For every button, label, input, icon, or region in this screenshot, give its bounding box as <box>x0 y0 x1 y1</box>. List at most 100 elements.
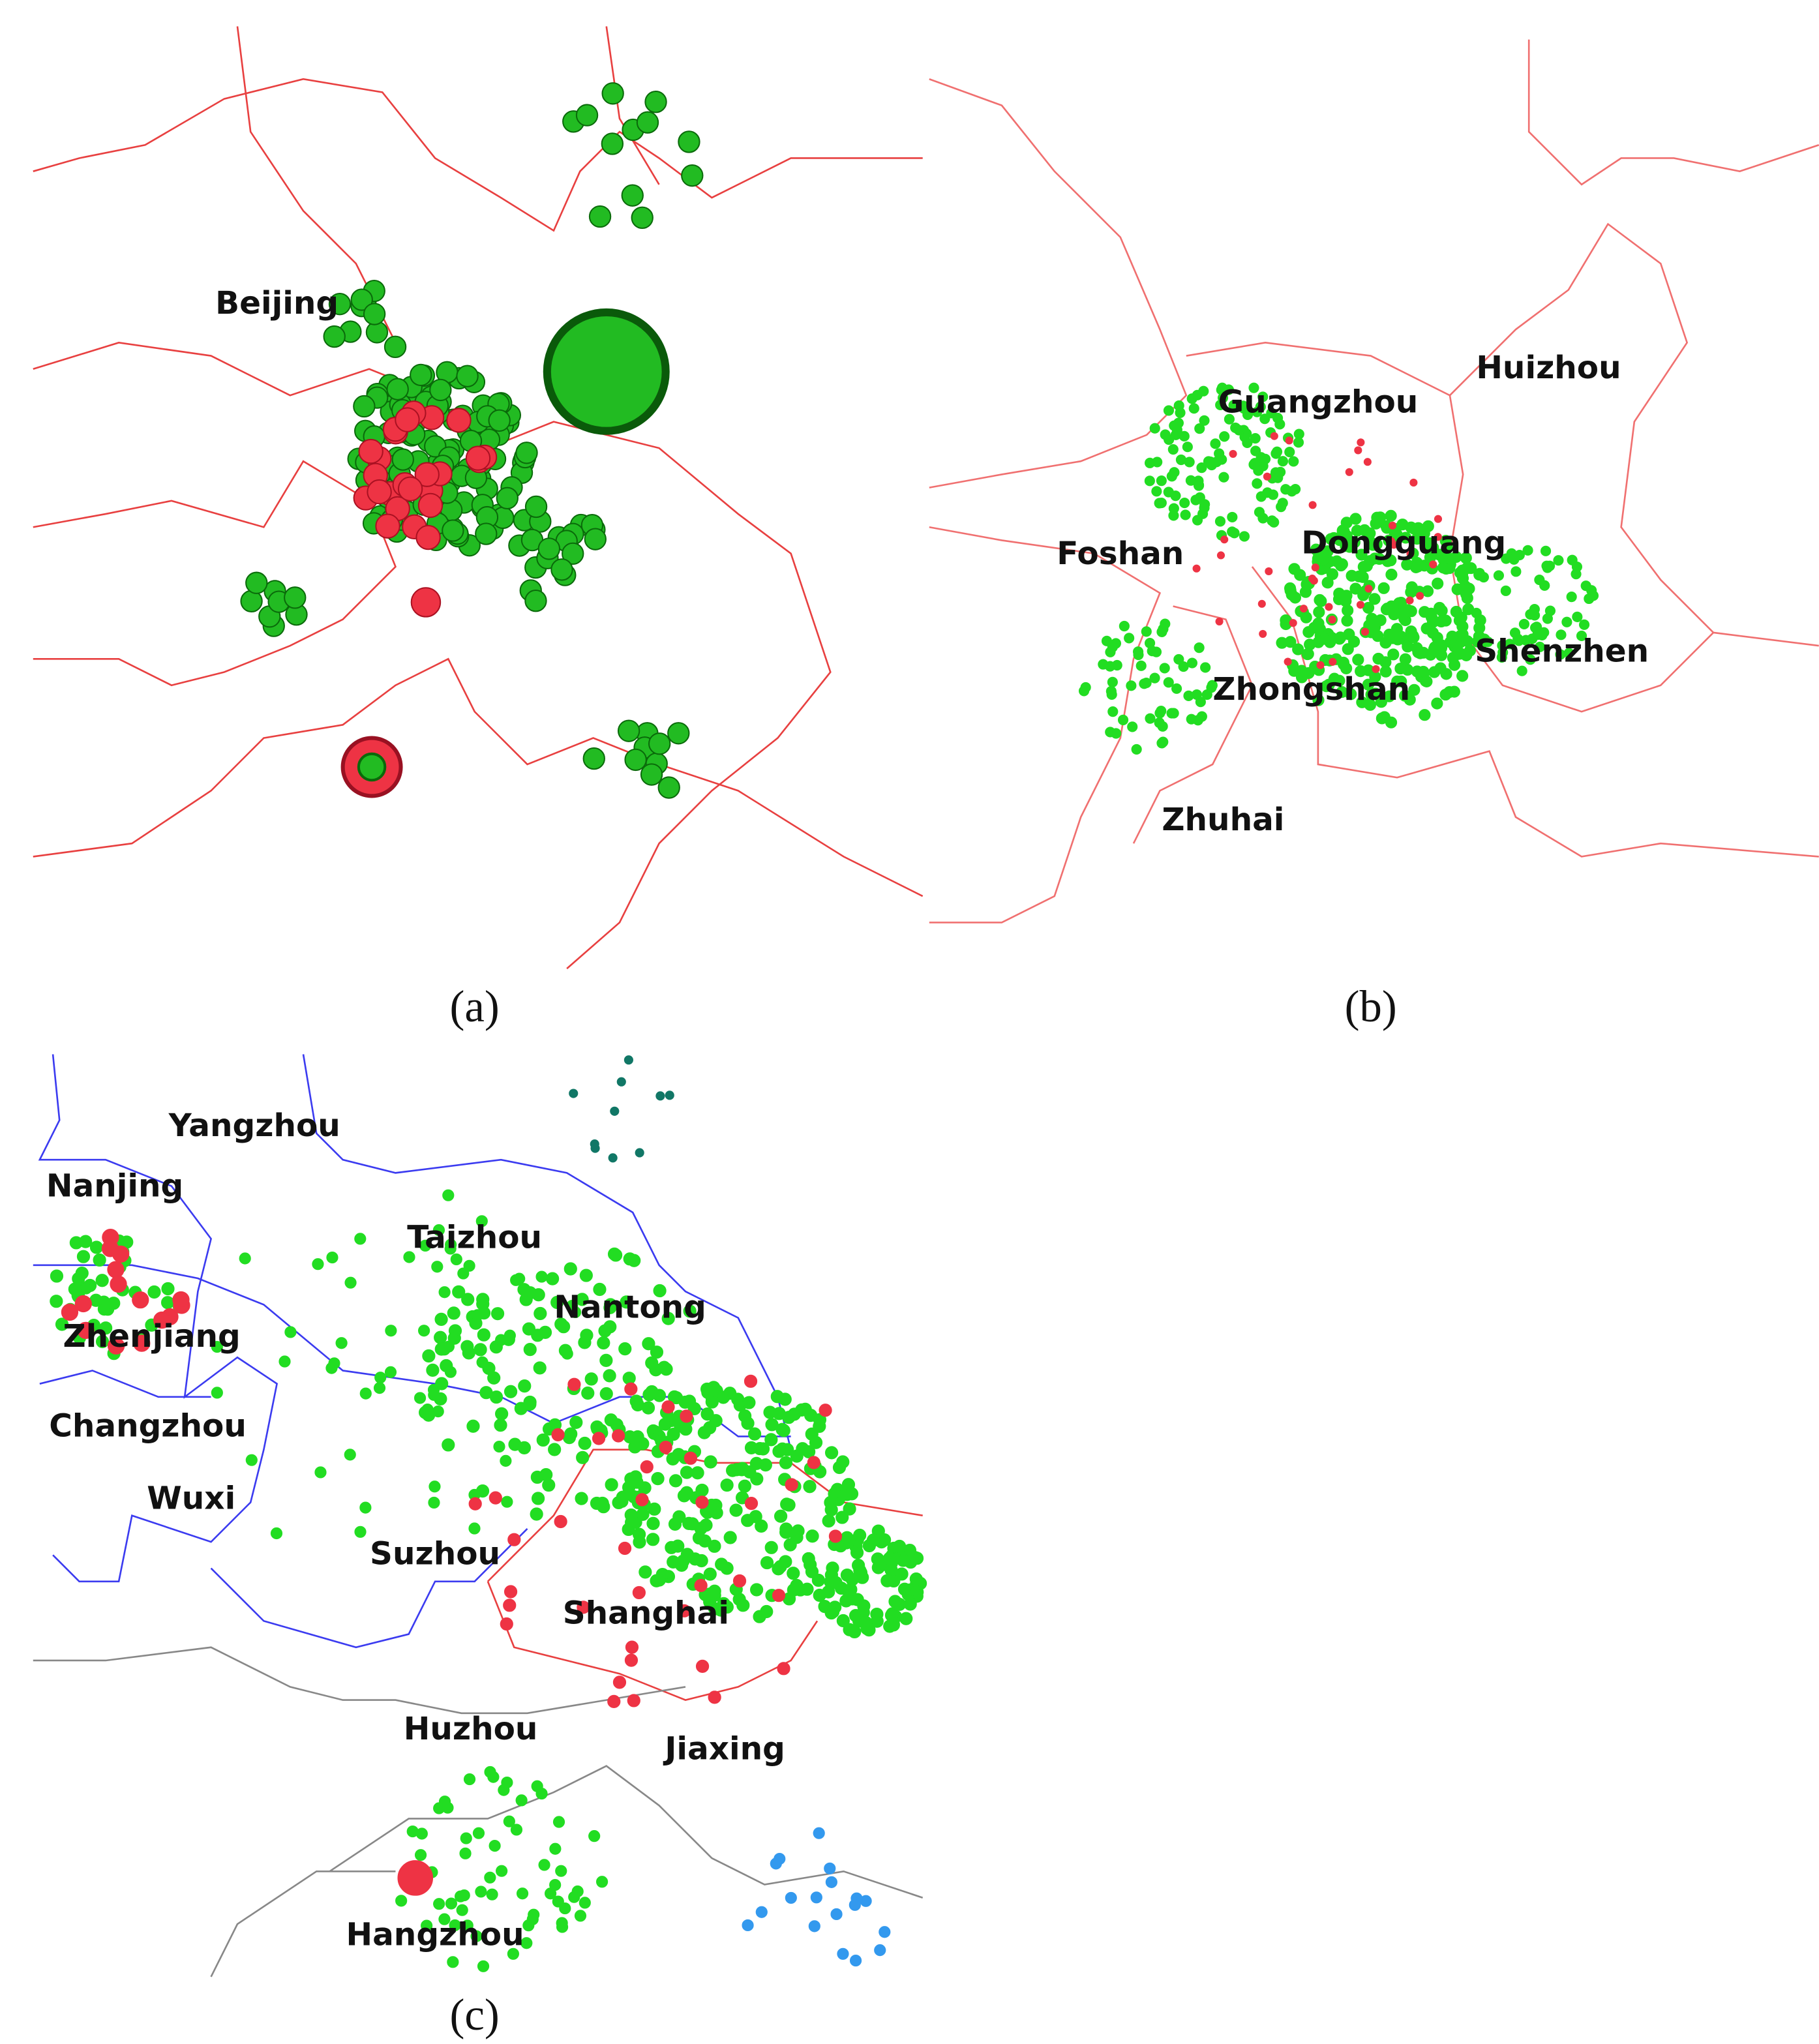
site-dot <box>1242 437 1253 449</box>
site-dot <box>95 1274 109 1287</box>
site-dot <box>1166 708 1177 719</box>
site-dot <box>1277 498 1288 509</box>
site-dot <box>1395 596 1407 609</box>
site-dot <box>650 1574 663 1587</box>
site-dot <box>1391 623 1404 635</box>
site-dot <box>588 1830 601 1842</box>
panel-label: (a) <box>450 982 500 1031</box>
site-dot <box>375 513 400 539</box>
site-dot <box>579 1897 591 1909</box>
site-dot <box>1252 478 1263 489</box>
site-dot <box>434 1330 447 1344</box>
site-dot <box>764 1541 778 1554</box>
site-dot <box>531 1492 545 1505</box>
site-dot <box>1194 423 1205 434</box>
site-dot <box>1224 413 1235 425</box>
site-dot <box>1461 590 1472 601</box>
site-dot <box>636 111 659 134</box>
site-dot <box>1336 685 1348 699</box>
site-dot <box>1544 560 1556 571</box>
site-dot <box>672 1510 686 1524</box>
site-dot <box>522 1322 536 1336</box>
site-dot <box>1277 456 1289 467</box>
site-dot <box>1308 574 1317 583</box>
site-dot <box>460 1340 474 1353</box>
site-dot <box>1257 599 1266 608</box>
site-dot <box>717 1597 730 1611</box>
site-dot <box>1276 637 1288 649</box>
site-dot <box>153 1311 171 1329</box>
site-dot <box>538 1859 550 1871</box>
site-dot <box>1385 509 1397 522</box>
site-dot <box>1421 585 1434 597</box>
site-dot <box>738 1479 752 1493</box>
site-dot <box>785 1891 797 1904</box>
site-dot <box>1173 654 1184 665</box>
site-dot <box>738 1409 752 1423</box>
site-dot <box>1284 584 1297 597</box>
site-dot <box>477 1960 490 1972</box>
site-dot <box>620 1295 633 1309</box>
site-dot <box>515 1794 528 1807</box>
site-dot <box>1215 617 1224 625</box>
site-dot <box>1311 564 1319 572</box>
site-dot <box>1169 467 1180 478</box>
site-dot <box>759 1458 772 1472</box>
site-dot <box>561 1347 573 1360</box>
site-dot <box>843 1502 856 1516</box>
site-dot <box>323 325 346 348</box>
site-dot <box>1525 654 1536 665</box>
site-dot <box>477 1328 490 1342</box>
site-dot <box>682 1394 697 1408</box>
site-dot <box>807 1456 820 1469</box>
site-dot <box>640 1460 654 1474</box>
site-dot <box>353 395 376 418</box>
site-dot <box>445 1897 458 1910</box>
site-dot <box>1406 549 1415 558</box>
site-dot <box>278 1355 291 1368</box>
site-dot <box>335 1337 348 1349</box>
site-dot <box>1360 627 1370 636</box>
site-dot <box>1357 571 1369 583</box>
site-dot <box>824 1862 836 1874</box>
site-dot <box>552 1895 564 1908</box>
site-dot <box>549 1842 562 1855</box>
site-dot <box>1340 590 1353 602</box>
site-dot <box>358 438 383 464</box>
site-dot <box>744 1497 759 1510</box>
site-dot <box>701 1385 715 1400</box>
site-dot <box>1355 665 1367 678</box>
site-dot <box>431 1261 443 1273</box>
site-dot <box>1196 462 1207 473</box>
site-dot <box>1198 385 1209 397</box>
site-dot <box>325 1362 338 1374</box>
site-dot <box>694 1578 708 1593</box>
site-dot <box>1104 661 1116 672</box>
site-dot <box>849 1899 861 1911</box>
site-dot <box>774 1853 786 1865</box>
site-dot <box>487 1371 501 1385</box>
site-dot <box>684 1451 697 1465</box>
site-dot <box>599 1387 613 1401</box>
site-dot <box>829 1576 843 1589</box>
site-dot <box>93 1253 106 1267</box>
site-dot <box>486 1888 498 1901</box>
site-dot <box>1328 532 1340 545</box>
site-dot <box>579 1269 593 1282</box>
city-label: Zhongshan <box>1212 671 1410 708</box>
site-dot <box>1522 545 1533 556</box>
site-dot <box>879 1926 891 1938</box>
site-dot <box>454 1890 467 1902</box>
city-label: Shanghai <box>563 1595 729 1631</box>
site-dot <box>1144 457 1156 468</box>
site-dot <box>475 1215 488 1227</box>
site-dot <box>418 1325 430 1337</box>
site-dot <box>785 1478 798 1492</box>
site-dot <box>1178 661 1189 672</box>
site-dot <box>1304 639 1316 651</box>
site-dot <box>623 1252 637 1266</box>
site-dot <box>211 1340 223 1353</box>
site-dots <box>50 82 1599 1972</box>
site-dot <box>661 1312 675 1325</box>
site-dot <box>501 1495 513 1508</box>
